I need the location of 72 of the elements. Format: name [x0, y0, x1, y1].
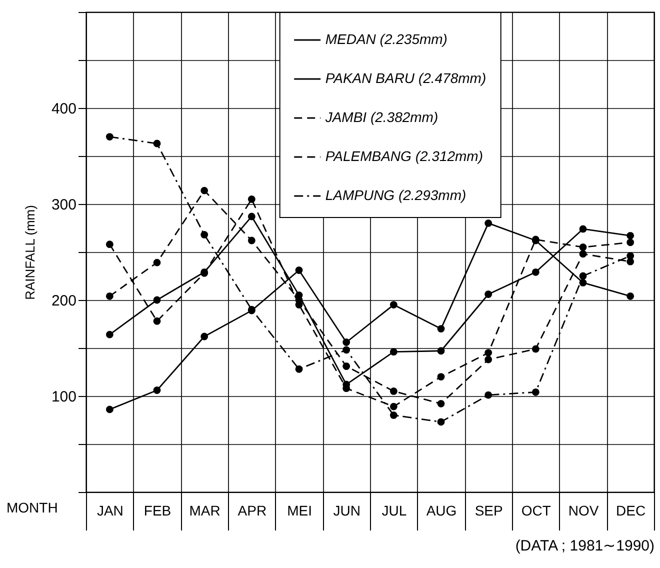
point — [437, 400, 445, 408]
point — [390, 301, 398, 308]
point — [437, 325, 445, 332]
point — [579, 244, 587, 251]
point — [437, 373, 445, 380]
x-tick-label: APR — [238, 502, 267, 518]
point — [390, 412, 398, 419]
point — [342, 338, 350, 346]
x-tick-label: JAN — [96, 502, 124, 518]
y-tick-label: 100 — [51, 388, 76, 406]
legend-label: JAMBI (2.382mm) — [324, 109, 438, 125]
point — [484, 220, 492, 227]
point — [484, 391, 492, 399]
point — [390, 348, 398, 356]
point — [153, 386, 161, 394]
point — [532, 388, 540, 396]
point — [106, 292, 114, 300]
point — [153, 140, 161, 148]
point — [342, 362, 350, 370]
point — [626, 292, 634, 300]
point — [248, 236, 256, 244]
point — [390, 402, 398, 410]
x-axis-title: MONTH — [6, 500, 58, 516]
point — [437, 418, 445, 426]
point — [200, 186, 208, 194]
x-tick-label: FEB — [144, 502, 172, 518]
y-tick-label: 400 — [51, 100, 76, 118]
point — [437, 347, 445, 355]
point — [532, 345, 540, 353]
point — [342, 346, 350, 354]
x-tick-label: NOV — [568, 502, 600, 518]
point — [390, 388, 398, 395]
x-tick-label: JUN — [333, 502, 360, 518]
point — [626, 238, 634, 246]
legend-label: MEDAN (2.235mm) — [325, 31, 448, 47]
point — [153, 296, 161, 304]
point — [579, 279, 587, 286]
y-tick-label: 300 — [51, 196, 76, 214]
point — [532, 268, 540, 276]
point — [484, 356, 492, 364]
x-tick-label: JUL — [382, 502, 407, 518]
point — [579, 225, 587, 233]
point — [484, 349, 492, 356]
point — [295, 266, 303, 274]
point — [248, 196, 256, 203]
point — [626, 252, 634, 260]
point — [106, 406, 114, 414]
point — [200, 231, 208, 238]
legend-label: PAKAN BARU (2.478mm) — [325, 70, 486, 86]
x-tick-label: DEC — [616, 502, 646, 518]
text: (DATA ; 1981∼1990) — [515, 538, 654, 554]
x-tick-label: MEI — [287, 502, 312, 518]
point — [153, 258, 161, 266]
y-tick-label: 200 — [51, 292, 76, 310]
point — [579, 250, 587, 258]
x-tick-label: OCT — [521, 502, 552, 518]
point — [295, 365, 303, 373]
x-tick-label: SEP — [474, 502, 503, 518]
y-axis-title: RAINFALL (mm) — [22, 205, 38, 300]
legend-label: PALEMBANG (2.312mm) — [325, 148, 484, 164]
point — [484, 290, 492, 298]
point — [153, 317, 161, 325]
x-tick-label: MAR — [189, 502, 220, 518]
legend-label: LAMPUNG (2.293mm) — [325, 187, 466, 203]
point — [106, 240, 114, 248]
point — [626, 232, 634, 240]
x-tick-label: AUG — [426, 502, 457, 518]
point — [248, 212, 256, 220]
point — [106, 330, 114, 338]
point — [579, 272, 587, 280]
point — [200, 332, 208, 340]
point — [106, 133, 114, 140]
